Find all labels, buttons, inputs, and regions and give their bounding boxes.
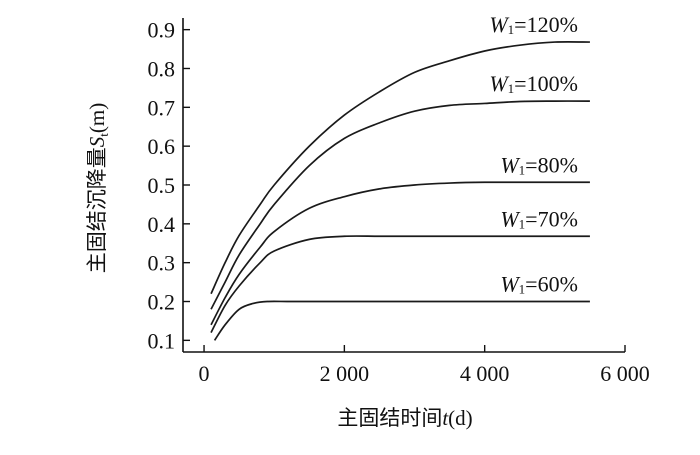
y-axis-title-var: S (85, 136, 109, 147)
x-axis-title-text: 主固结时间 (337, 406, 442, 430)
x-axis-title-var: t (442, 406, 449, 430)
series-label-sub: 1 (519, 162, 526, 177)
series-label-var: W (500, 206, 520, 231)
y-axis-title-unit: (m) (85, 103, 109, 133)
series-label-value: =70% (525, 206, 578, 231)
series-label-var: W (500, 152, 520, 177)
series-label-2: W1=100% (489, 71, 578, 96)
x-tick-label: 6 000 (600, 361, 650, 386)
series-label-5: W1=60% (500, 272, 578, 297)
y-tick-label: 0.4 (148, 212, 176, 237)
series-group (210, 41, 590, 341)
series-label-value: =60% (525, 272, 578, 297)
y-tick-label: 0.3 (148, 251, 176, 276)
series-label-sub: 1 (519, 282, 526, 297)
y-tick-label: 0.1 (148, 328, 176, 353)
series-line-3 (210, 181, 590, 326)
series-label-3: W1=80% (500, 152, 578, 177)
y-axis-title: 主固结沉降量St(m) (85, 103, 111, 273)
series-label-sub: 1 (508, 22, 515, 37)
y-axis-title-sub: t (96, 133, 111, 137)
series-label-var: W (500, 272, 520, 297)
x-tick-label: 0 (199, 361, 210, 386)
series-label-sub: 1 (508, 81, 515, 96)
x-tick-label: 2 000 (320, 361, 370, 386)
x-axis-title: 主固结时间t(d) (337, 406, 472, 430)
series-label-value: =120% (514, 12, 578, 37)
x-axis-title-unit: (d) (448, 406, 473, 430)
y-tick-label: 0.8 (148, 56, 176, 81)
series-label-1: W1=120% (489, 12, 578, 37)
series-label-var: W (489, 71, 509, 96)
y-tick-label: 0.7 (148, 95, 176, 120)
series-label-4: W1=70% (500, 206, 578, 231)
ticks: 0.1 0.2 0.3 0.4 0.5 0.6 0.7 0.8 0.9 0 2 000 4 000 6 … (148, 18, 650, 386)
series-label-sub: 1 (519, 216, 526, 231)
series-label-value: =80% (525, 152, 578, 177)
series-label-value: =100% (514, 71, 578, 96)
y-tick-label: 0.6 (148, 134, 176, 159)
series-line-4 (210, 235, 590, 333)
series-line-5 (213, 300, 590, 341)
series-labels: W1=120%W1=100%W1=80%W1=70%W1=60% (489, 12, 578, 296)
y-axis-title-text: 主固结沉降量 (85, 147, 109, 273)
y-tick-label: 0.2 (148, 290, 176, 315)
series-line-1 (210, 41, 590, 295)
y-tick-label: 0.5 (148, 173, 176, 198)
series-line-2 (210, 100, 590, 310)
series-label-var: W (489, 12, 509, 37)
x-tick-label: 4 000 (460, 361, 510, 386)
y-tick-label: 0.9 (148, 18, 176, 43)
